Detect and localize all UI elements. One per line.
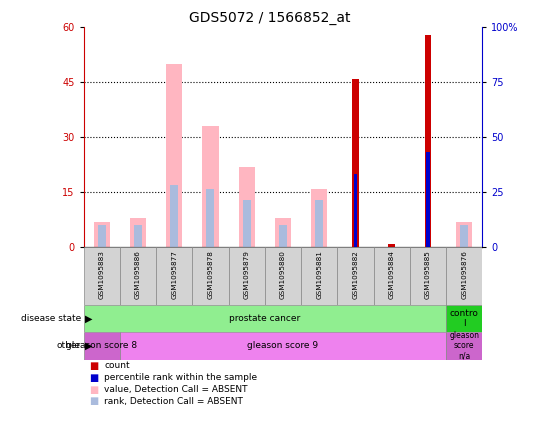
Bar [410,247,446,305]
Text: GSM1095884: GSM1095884 [389,250,395,299]
Bar [456,222,472,247]
Bar [98,225,106,247]
Bar [192,247,229,305]
Bar [460,225,468,247]
Bar [84,247,120,305]
Text: gleason score 9: gleason score 9 [247,341,319,350]
Bar [130,218,146,247]
Text: ■: ■ [89,396,98,407]
Bar [120,332,446,360]
Bar [275,218,291,247]
Text: GSM1095885: GSM1095885 [425,250,431,299]
Text: gleason
score
n/a: gleason score n/a [450,331,479,361]
Text: rank, Detection Call = ABSENT: rank, Detection Call = ABSENT [104,397,243,406]
Bar [337,247,374,305]
Text: count: count [104,361,130,371]
Bar [229,247,265,305]
Bar [446,332,482,360]
Bar [239,167,255,247]
Bar [311,189,327,247]
Bar [170,185,178,247]
Bar [446,305,482,332]
Bar [446,247,482,305]
Text: GSM1095876: GSM1095876 [461,250,467,299]
Bar [156,247,192,305]
Text: GSM1095878: GSM1095878 [208,250,213,299]
Bar [389,244,395,247]
Text: prostate cancer: prostate cancer [229,314,300,323]
Text: ■: ■ [89,385,98,395]
Text: GSM1095877: GSM1095877 [171,250,177,299]
Text: value, Detection Call = ABSENT: value, Detection Call = ABSENT [104,385,247,394]
Bar [202,126,219,247]
Bar [265,247,301,305]
Text: GSM1095886: GSM1095886 [135,250,141,299]
Text: disease state: disease state [20,314,81,323]
Text: percentile rank within the sample: percentile rank within the sample [104,373,257,382]
Bar [279,225,287,247]
Bar [425,35,431,247]
Bar [84,332,120,360]
Text: GDS5072 / 1566852_at: GDS5072 / 1566852_at [189,11,350,25]
Bar [301,247,337,305]
Bar [206,189,215,247]
Text: ▶: ▶ [85,341,92,351]
Text: GSM1095883: GSM1095883 [99,250,105,299]
Bar [426,152,430,247]
Text: other: other [57,341,81,350]
Text: gleason score 8: gleason score 8 [66,341,137,350]
Bar [374,247,410,305]
Text: GSM1095880: GSM1095880 [280,250,286,299]
Bar [94,222,110,247]
Text: GSM1095882: GSM1095882 [353,250,358,299]
Bar [134,225,142,247]
Text: ■: ■ [89,361,98,371]
Text: GSM1095881: GSM1095881 [316,250,322,299]
Text: ■: ■ [89,373,98,383]
Bar [120,247,156,305]
Text: GSM1095879: GSM1095879 [244,250,250,299]
Bar [352,79,359,247]
Text: ▶: ▶ [85,313,92,323]
Bar [166,64,182,247]
Bar [354,174,357,247]
Text: contro
l: contro l [450,309,479,328]
Bar [315,200,323,247]
Bar [243,200,251,247]
